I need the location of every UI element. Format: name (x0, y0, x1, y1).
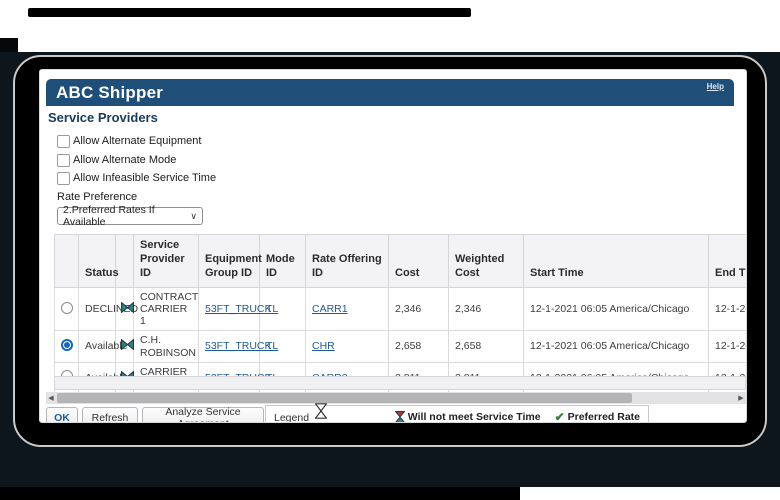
service-provider-cell: C.H. ROBINSON (133, 330, 199, 363)
end-time-cell: 12-1-20 (708, 330, 746, 363)
service-providers-table: Status Service Provider ID Equipment Gro… (54, 233, 746, 394)
will-not-meet-service-time-icon (394, 411, 405, 422)
checkbox-icon[interactable] (57, 171, 70, 185)
checkbox-label: Allow Alternate Mode (73, 154, 177, 166)
legend-item-label: Preferred Rate (567, 411, 640, 423)
legend-item-service-time: Will not meet Service Time (394, 411, 541, 423)
col-select (54, 233, 79, 289)
checkbox-icon[interactable] (57, 134, 70, 148)
table-row: Available C.H. ROBINSON 53FT_TRUCK TL CH… (54, 330, 746, 363)
col-equipment-group-id: Equipment Group ID (198, 233, 262, 289)
scroll-left-arrow-icon[interactable]: ◀ (48, 395, 54, 402)
legend-label: Legend (274, 412, 310, 423)
equipment-group-link[interactable]: 53FT_TRUCK (205, 340, 272, 353)
col-end-time: End Time (708, 233, 746, 289)
decor-top-bar (28, 8, 471, 17)
service-provider-cell: CONTRACT CARRIER 1 (133, 287, 199, 332)
horizontal-scrollbar[interactable]: ◀ ▶ (46, 392, 746, 404)
table-header-row: Status Service Provider ID Equipment Gro… (54, 233, 746, 289)
cost-cell: 2,658 (388, 330, 449, 363)
cost-cell: 2,346 (388, 287, 449, 332)
checkbox-label: Allow Alternate Equipment (73, 135, 202, 147)
help-link[interactable]: Help (706, 82, 724, 91)
decor-bottom-strip (0, 487, 520, 500)
rate-preference-select[interactable]: 2.Preferred Rates If Available ∨ (57, 204, 203, 228)
table-row: DECLINED CONTRACT CARRIER 1 53FT_TRUCK T… (54, 287, 746, 332)
start-time-cell: 12-1-2021 06:05 America/Chicago (523, 330, 709, 363)
row-radio[interactable] (61, 301, 73, 314)
legend-item-label: Will not meet Service Time (407, 411, 541, 423)
weighted-cost-cell: 2,346 (448, 287, 524, 332)
col-service-provider-id: Service Provider ID (133, 233, 199, 289)
status-cell: DECLINED (78, 287, 138, 332)
col-status: Status (78, 233, 119, 289)
weighted-cost-cell: 2,658 (448, 330, 524, 363)
app-header: ABC Shipper Help (46, 79, 734, 106)
col-cost: Cost (388, 233, 449, 289)
rate-offering-link[interactable]: CARR1 (312, 303, 348, 316)
mode-link[interactable]: TL (266, 340, 279, 353)
legend-box: Legend Will not meet Service Time ✔ Pref… (265, 403, 649, 423)
page-title: Service Providers (48, 110, 158, 125)
col-weighted-cost: Weighted Cost (448, 233, 524, 289)
scroll-right-arrow-icon[interactable]: ▶ (738, 395, 744, 402)
col-mode-id: Mode ID (259, 233, 306, 289)
start-time-cell: 12-1-2021 06:05 America/Chicago (523, 287, 709, 332)
rate-preference-label: Rate Preference (57, 191, 138, 203)
refresh-button[interactable]: Refresh (82, 407, 138, 422)
tablet-frame: ABC Shipper Help Service Providers Allow… (13, 55, 767, 447)
rate-preference-selected-value: 2.Preferred Rates If Available (63, 204, 155, 228)
end-time-cell: 12-1-20 (708, 287, 746, 332)
hourglass-icon (315, 403, 328, 419)
checkbox-label: Allow Infeasible Service Time (73, 172, 217, 184)
app-title: ABC Shipper (56, 82, 164, 102)
service-time-hourglass-icon (121, 301, 134, 314)
checkbox-allow-infeasible-service-time[interactable]: Allow Infeasible Service Time (57, 171, 216, 185)
chevron-down-icon: ∨ (190, 210, 197, 221)
table-footer-strip (54, 376, 746, 390)
col-rate-offering-id: Rate Offering ID (305, 233, 389, 289)
checkbox-icon[interactable] (57, 153, 70, 167)
service-time-hourglass-icon (121, 338, 134, 351)
checkbox-allow-alternate-mode[interactable]: Allow Alternate Mode (57, 153, 176, 167)
col-flag (115, 233, 134, 289)
row-radio-selected[interactable] (61, 338, 73, 351)
col-start-time: Start Time (523, 233, 709, 289)
status-cell: Available (78, 330, 127, 363)
rate-offering-link[interactable]: CHR (312, 340, 335, 353)
legend-item-preferred-rate: ✔ Preferred Rate (554, 410, 640, 423)
scrollbar-thumb[interactable] (57, 393, 632, 403)
mode-link[interactable]: TL (266, 303, 279, 316)
checkbox-allow-alternate-equipment[interactable]: Allow Alternate Equipment (57, 134, 201, 148)
analyze-service-agreement-button[interactable]: Analyze Service Agreement (142, 406, 264, 422)
equipment-group-link[interactable]: 53FT_TRUCK (205, 303, 272, 316)
ok-button[interactable]: OK (46, 407, 78, 422)
app-screen: ABC Shipper Help Service Providers Allow… (39, 69, 747, 423)
decor-left-notch (0, 38, 18, 56)
preferred-rate-check-icon: ✔ (554, 410, 565, 423)
